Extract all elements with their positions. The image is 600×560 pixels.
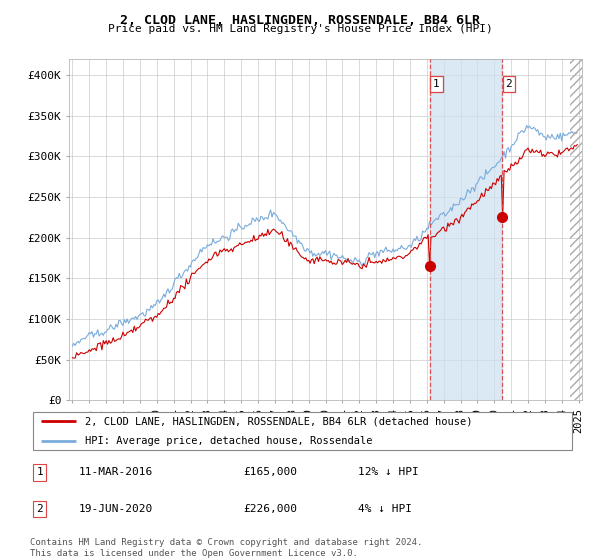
Text: 1: 1 [37, 468, 43, 478]
Text: 2: 2 [505, 79, 512, 89]
Text: Price paid vs. HM Land Registry's House Price Index (HPI): Price paid vs. HM Land Registry's House … [107, 24, 493, 34]
Text: 12% ↓ HPI: 12% ↓ HPI [358, 468, 418, 478]
Text: 2, CLOD LANE, HASLINGDEN, ROSSENDALE, BB4 6LR: 2, CLOD LANE, HASLINGDEN, ROSSENDALE, BB… [120, 14, 480, 27]
Text: £226,000: £226,000 [243, 504, 297, 514]
Bar [430, 59, 502, 400]
Text: 19-JUN-2020: 19-JUN-2020 [79, 504, 154, 514]
Text: 2: 2 [37, 504, 43, 514]
Text: Contains HM Land Registry data © Crown copyright and database right 2024.: Contains HM Land Registry data © Crown c… [30, 538, 422, 547]
FancyBboxPatch shape [33, 412, 572, 450]
Text: This data is licensed under the Open Government Licence v3.0.: This data is licensed under the Open Gov… [30, 549, 358, 558]
Text: 2, CLOD LANE, HASLINGDEN, ROSSENDALE, BB4 6LR (detached house): 2, CLOD LANE, HASLINGDEN, ROSSENDALE, BB… [85, 417, 472, 426]
Text: £165,000: £165,000 [243, 468, 297, 478]
Text: 11-MAR-2016: 11-MAR-2016 [79, 468, 154, 478]
Bar [570, 59, 587, 400]
Text: 4% ↓ HPI: 4% ↓ HPI [358, 504, 412, 514]
Text: 1: 1 [433, 79, 440, 89]
Bar [570, 59, 587, 400]
Text: HPI: Average price, detached house, Rossendale: HPI: Average price, detached house, Ross… [85, 436, 372, 446]
